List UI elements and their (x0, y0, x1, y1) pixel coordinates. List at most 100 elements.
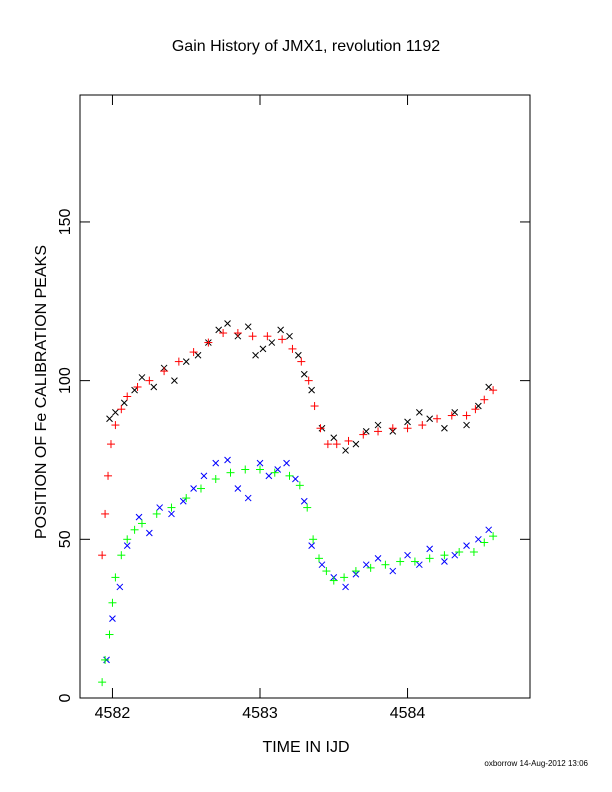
point-stroke (200, 472, 208, 480)
point (156, 504, 164, 511)
point-stroke (120, 399, 128, 407)
point-stroke (415, 409, 423, 416)
point (101, 509, 110, 518)
point (194, 351, 202, 359)
point-stroke (485, 383, 493, 391)
point-stroke (330, 434, 338, 442)
point (374, 421, 382, 429)
point-stroke (212, 459, 220, 467)
y-tick-label: 0 (57, 693, 74, 702)
point (117, 551, 126, 560)
x-axis-label: TIME IN IJD (262, 739, 349, 756)
point (489, 532, 498, 541)
point (440, 551, 449, 560)
point (224, 320, 231, 327)
point-stroke (244, 323, 252, 331)
point (480, 538, 489, 547)
point-stroke (215, 326, 223, 334)
point-stroke (179, 497, 187, 505)
point-stroke (362, 561, 370, 569)
point (168, 510, 175, 518)
point-stroke (131, 386, 138, 394)
point (342, 447, 349, 454)
point (292, 475, 299, 483)
point (451, 409, 459, 416)
y-tick-label: 150 (57, 209, 74, 236)
point (415, 561, 423, 569)
point (268, 339, 276, 346)
point (300, 497, 308, 505)
point (131, 386, 138, 394)
point (215, 326, 223, 334)
point (285, 471, 294, 480)
point-stroke (300, 370, 308, 378)
y-tick-label: 100 (57, 367, 74, 394)
point (123, 542, 131, 550)
point (120, 399, 128, 407)
point-stroke (182, 358, 190, 365)
point (145, 529, 153, 537)
point (286, 332, 293, 340)
point (342, 583, 349, 591)
point (410, 557, 419, 566)
point-stroke (292, 475, 299, 483)
point (389, 567, 397, 575)
point (310, 402, 319, 411)
point (123, 392, 132, 401)
point-stroke (374, 555, 382, 562)
point (150, 383, 158, 391)
point (234, 485, 242, 492)
point-stroke (123, 542, 131, 550)
point (469, 548, 478, 557)
point (485, 383, 493, 391)
point-stroke (342, 583, 349, 591)
point-stroke (171, 377, 178, 384)
point (174, 357, 183, 366)
point-stroke (318, 561, 326, 569)
point (322, 567, 331, 576)
point-stroke (389, 567, 397, 575)
point (426, 545, 434, 553)
point-stroke (404, 418, 411, 426)
point-stroke (404, 551, 411, 559)
point-stroke (342, 447, 349, 454)
point (256, 465, 264, 474)
point (418, 421, 427, 430)
point (152, 509, 161, 518)
point (189, 348, 198, 357)
point (415, 409, 423, 416)
point (309, 535, 318, 544)
point (315, 554, 324, 563)
point (463, 542, 470, 550)
point (241, 465, 250, 474)
point (471, 405, 480, 414)
point (396, 557, 405, 566)
point (224, 456, 231, 464)
point (303, 503, 312, 512)
point (295, 481, 304, 490)
point-stroke (265, 472, 273, 480)
point-stroke (415, 561, 423, 569)
point (138, 374, 146, 381)
point-stroke (106, 415, 113, 423)
point (455, 548, 464, 557)
point (404, 551, 411, 559)
point (130, 525, 139, 534)
point (332, 440, 341, 449)
point (300, 370, 308, 378)
point-stroke (426, 545, 434, 553)
point (105, 630, 114, 639)
point-stroke (252, 351, 259, 359)
point (111, 421, 120, 430)
point (101, 655, 110, 664)
point (323, 440, 332, 449)
point (362, 561, 370, 569)
point (106, 415, 113, 423)
point (451, 551, 459, 559)
point (388, 424, 397, 433)
chart-title: Gain History of JMX1, revolution 1192 (172, 38, 440, 55)
point (485, 526, 493, 534)
point (244, 323, 252, 331)
point (425, 554, 434, 563)
